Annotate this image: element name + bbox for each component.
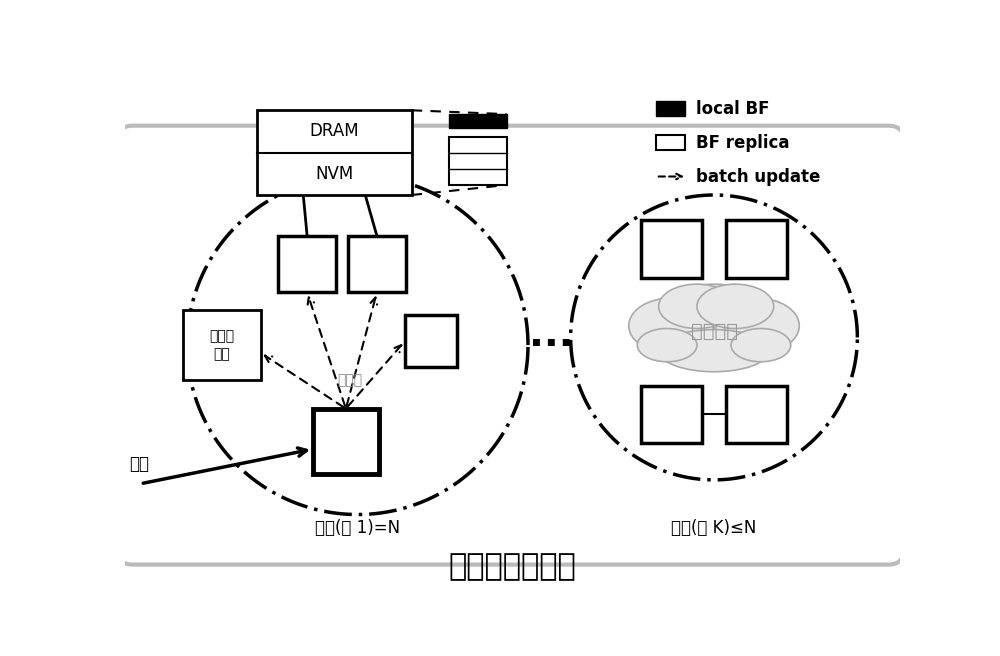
Ellipse shape <box>697 284 774 329</box>
Ellipse shape <box>650 284 778 367</box>
Text: 负载均衡: 负载均衡 <box>690 322 738 340</box>
Bar <box>449 137 507 185</box>
Text: NVM: NVM <box>315 165 353 183</box>
Text: ···: ··· <box>529 326 574 364</box>
Bar <box>257 110 412 195</box>
Bar <box>656 135 685 150</box>
Text: 分组代理服务器: 分组代理服务器 <box>449 552 576 581</box>
Bar <box>726 220 787 277</box>
Text: 大小(组 K)≤N: 大小(组 K)≤N <box>671 520 757 537</box>
Bar <box>278 236 336 293</box>
Ellipse shape <box>629 298 714 354</box>
Ellipse shape <box>731 329 791 361</box>
Ellipse shape <box>637 329 697 361</box>
Bar <box>726 386 787 443</box>
Bar <box>348 236 406 293</box>
Ellipse shape <box>659 329 769 372</box>
Text: 代理服
务器: 代理服 务器 <box>209 329 234 361</box>
Text: 更新: 更新 <box>129 455 149 474</box>
Text: 一致性: 一致性 <box>337 373 362 387</box>
Bar <box>405 315 457 367</box>
Text: 大小(组 1)=N: 大小(组 1)=N <box>315 520 400 537</box>
Bar <box>656 101 685 117</box>
Bar <box>449 114 507 128</box>
Text: BF replica: BF replica <box>696 134 790 152</box>
Text: local BF: local BF <box>696 100 770 117</box>
Bar <box>641 386 702 443</box>
Bar <box>641 220 702 277</box>
Ellipse shape <box>659 284 735 329</box>
Bar <box>313 409 379 474</box>
Bar <box>183 310 261 380</box>
Text: DRAM: DRAM <box>309 123 359 140</box>
Text: batch update: batch update <box>696 167 821 186</box>
Ellipse shape <box>714 298 799 354</box>
